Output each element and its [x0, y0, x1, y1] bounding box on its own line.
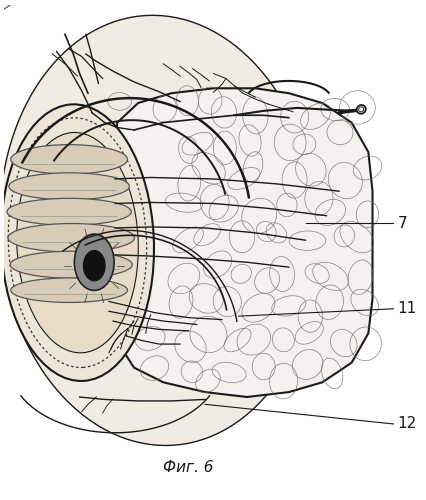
Ellipse shape [10, 251, 132, 278]
Ellipse shape [11, 144, 127, 174]
Ellipse shape [9, 173, 129, 200]
Ellipse shape [356, 105, 365, 114]
Ellipse shape [74, 234, 114, 290]
Text: 12: 12 [397, 416, 416, 432]
Ellipse shape [17, 132, 138, 353]
Ellipse shape [358, 107, 363, 112]
Text: 11: 11 [397, 302, 416, 316]
Ellipse shape [8, 224, 134, 252]
Ellipse shape [83, 250, 105, 281]
Ellipse shape [7, 198, 131, 226]
Text: Фиг. 6: Фиг. 6 [163, 460, 213, 475]
Text: 7: 7 [397, 216, 406, 230]
Ellipse shape [1, 104, 154, 381]
Ellipse shape [11, 278, 127, 302]
Ellipse shape [0, 16, 318, 446]
Polygon shape [114, 88, 371, 397]
